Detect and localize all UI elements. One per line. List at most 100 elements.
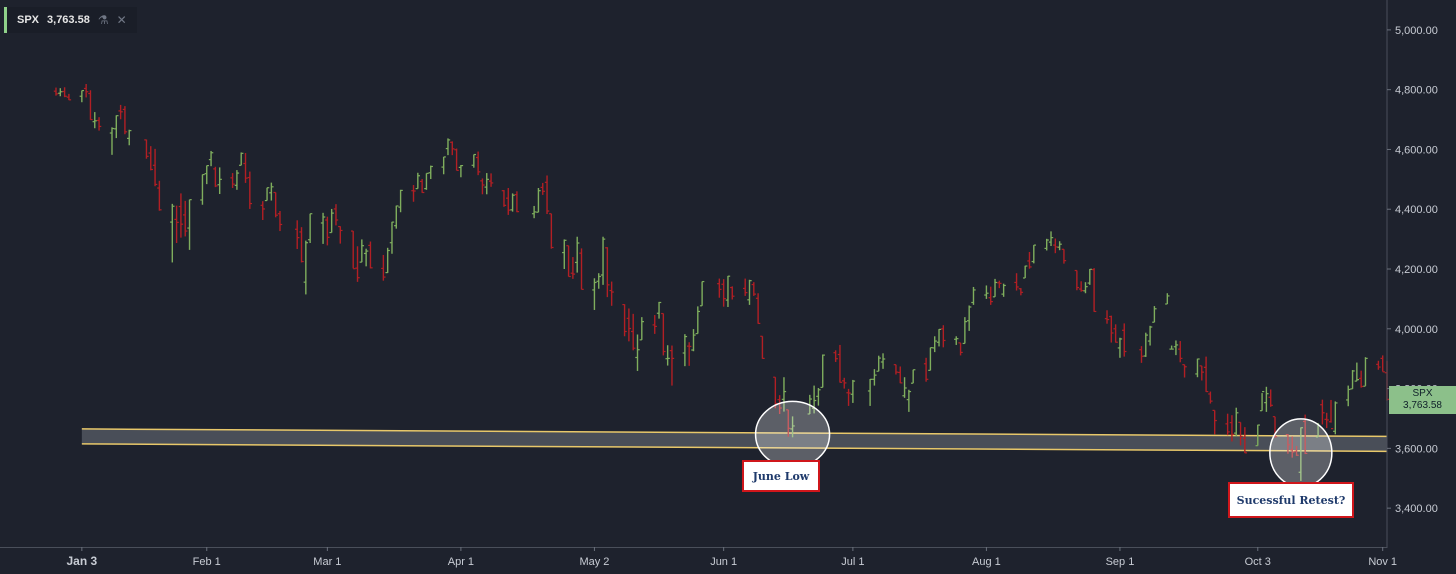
ohlc-bar (760, 335, 765, 359)
ohlc-bar (1290, 436, 1295, 458)
ohlc-bar (992, 278, 998, 298)
ohlc-bar (971, 286, 976, 305)
ohlc-bar (1264, 386, 1269, 412)
ohlc-bar (876, 355, 881, 372)
ohlc-bar (1234, 407, 1239, 437)
ohlc-bar (1048, 231, 1054, 247)
ohlc-bar (333, 204, 339, 226)
ohlc-bar (816, 387, 821, 406)
ohlc-bar (118, 104, 123, 120)
ohlc-bar (277, 211, 283, 232)
ohlc-bar (1242, 427, 1248, 454)
ohlc-bar (1057, 241, 1062, 251)
ohlc-bar (1091, 268, 1097, 313)
ohlc-bar (954, 336, 959, 345)
symbol-legend[interactable]: SPX 3,763.58 ⚗ ✕ (4, 7, 137, 33)
ohlc-bar (721, 279, 726, 307)
ohlc-bar (419, 179, 425, 194)
ohlc-bar (962, 317, 968, 345)
ohlc-bar (1320, 399, 1325, 425)
legend-symbol: SPX (17, 14, 40, 26)
ohlc-bar (368, 241, 373, 269)
y-tick-label: 4,400.00 (1395, 204, 1438, 216)
flask-icon[interactable]: ⚗ (97, 13, 109, 27)
highlight-circles (754, 400, 1333, 488)
ohlc-bar (880, 353, 886, 369)
ohlc-bar (307, 213, 313, 244)
ohlc-bar (415, 172, 421, 190)
ohlc-bar (936, 328, 942, 347)
ohlc-bar (941, 325, 946, 348)
ohlc-bar (1350, 370, 1355, 390)
ohlc-bar (1143, 332, 1148, 357)
ohlc-bar (652, 315, 657, 334)
ohlc-bar (579, 248, 584, 290)
ohlc-bar (234, 170, 240, 190)
ohlc-bar (1225, 413, 1230, 436)
close-icon[interactable]: ✕ (116, 13, 127, 27)
ohlc-bar (394, 205, 399, 229)
annotation-june-low: June Low (742, 460, 820, 492)
y-tick-label: 4,000.00 (1395, 324, 1438, 336)
ohlc-bar (1195, 358, 1200, 378)
ohlc-bar (1139, 346, 1144, 363)
ohlc-bar (639, 317, 645, 341)
ohlc-bar (1001, 283, 1006, 297)
ohlc-bar (544, 175, 550, 215)
ohlc-bar (988, 286, 993, 305)
ohlc-bar (338, 225, 343, 244)
ohlc-bar (239, 152, 244, 166)
ohlc-bar (656, 301, 662, 319)
ohlc-bar (540, 182, 545, 195)
ohlc-bar (630, 313, 636, 351)
ohlc-bar (1014, 273, 1019, 291)
ohlc-bar (1113, 324, 1118, 343)
ohlc-bar (1117, 337, 1123, 358)
x-tick-label: Sep 1 (1106, 556, 1135, 568)
ohlc-bar (264, 187, 270, 202)
ohlc-bar (488, 173, 494, 187)
ohlc-bar (717, 278, 722, 298)
ohlc-bar (1061, 248, 1067, 264)
ohlc-bar (1203, 356, 1209, 393)
ohlc-bar (531, 205, 537, 219)
ohlc-bar (923, 357, 929, 382)
ohlc-bar (725, 275, 731, 307)
ohlc-bar (872, 369, 877, 386)
x-tick-label: Feb 1 (193, 556, 221, 568)
ohlc-bar (1302, 414, 1308, 455)
ohlc-bar (114, 115, 119, 139)
ohlc-bar (833, 350, 838, 362)
ohlc-bar (1354, 362, 1360, 382)
ohlc-bar (1324, 412, 1329, 429)
ohlc-bars (53, 83, 1390, 481)
ohlc-bar (187, 199, 192, 250)
ohlc-bar (1083, 282, 1088, 294)
ohlc-bar (450, 141, 455, 156)
x-tick-label: Apr 1 (448, 556, 474, 568)
ohlc-bar (260, 201, 265, 220)
ohlc-bar (536, 188, 541, 213)
ohlc-bar (1333, 401, 1338, 435)
ohlc-bar (1104, 310, 1110, 324)
annotation-june-low-text: June Low (752, 469, 810, 483)
ohlc-bar (441, 156, 446, 175)
ohlc-bar (958, 342, 963, 356)
ohlc-bar (208, 150, 214, 167)
ohlc-bar (928, 347, 933, 371)
x-tick-label: Jul 1 (841, 556, 864, 568)
ohlc-bar (898, 366, 903, 384)
ohlc-bar (363, 248, 369, 267)
y-tick-label: 5,000.00 (1395, 25, 1438, 37)
ohlc-bar (514, 191, 520, 213)
ohlc-bar (273, 191, 278, 218)
ohlc-bar (152, 148, 158, 187)
ohlc-bar (213, 166, 218, 188)
ohlc-bar (574, 236, 580, 273)
ohlc-bar (777, 395, 782, 414)
ohlc-bar (1294, 445, 1299, 456)
ohlc-bar (1031, 244, 1036, 264)
ohlc-bar (506, 188, 511, 215)
ohlc-bar (351, 230, 356, 270)
x-axis-ticks: Jan 3 Feb 1 Mar 1 Apr 1 May 2 Jun 1 Jul 1 Aug 1… (66, 547, 1397, 568)
